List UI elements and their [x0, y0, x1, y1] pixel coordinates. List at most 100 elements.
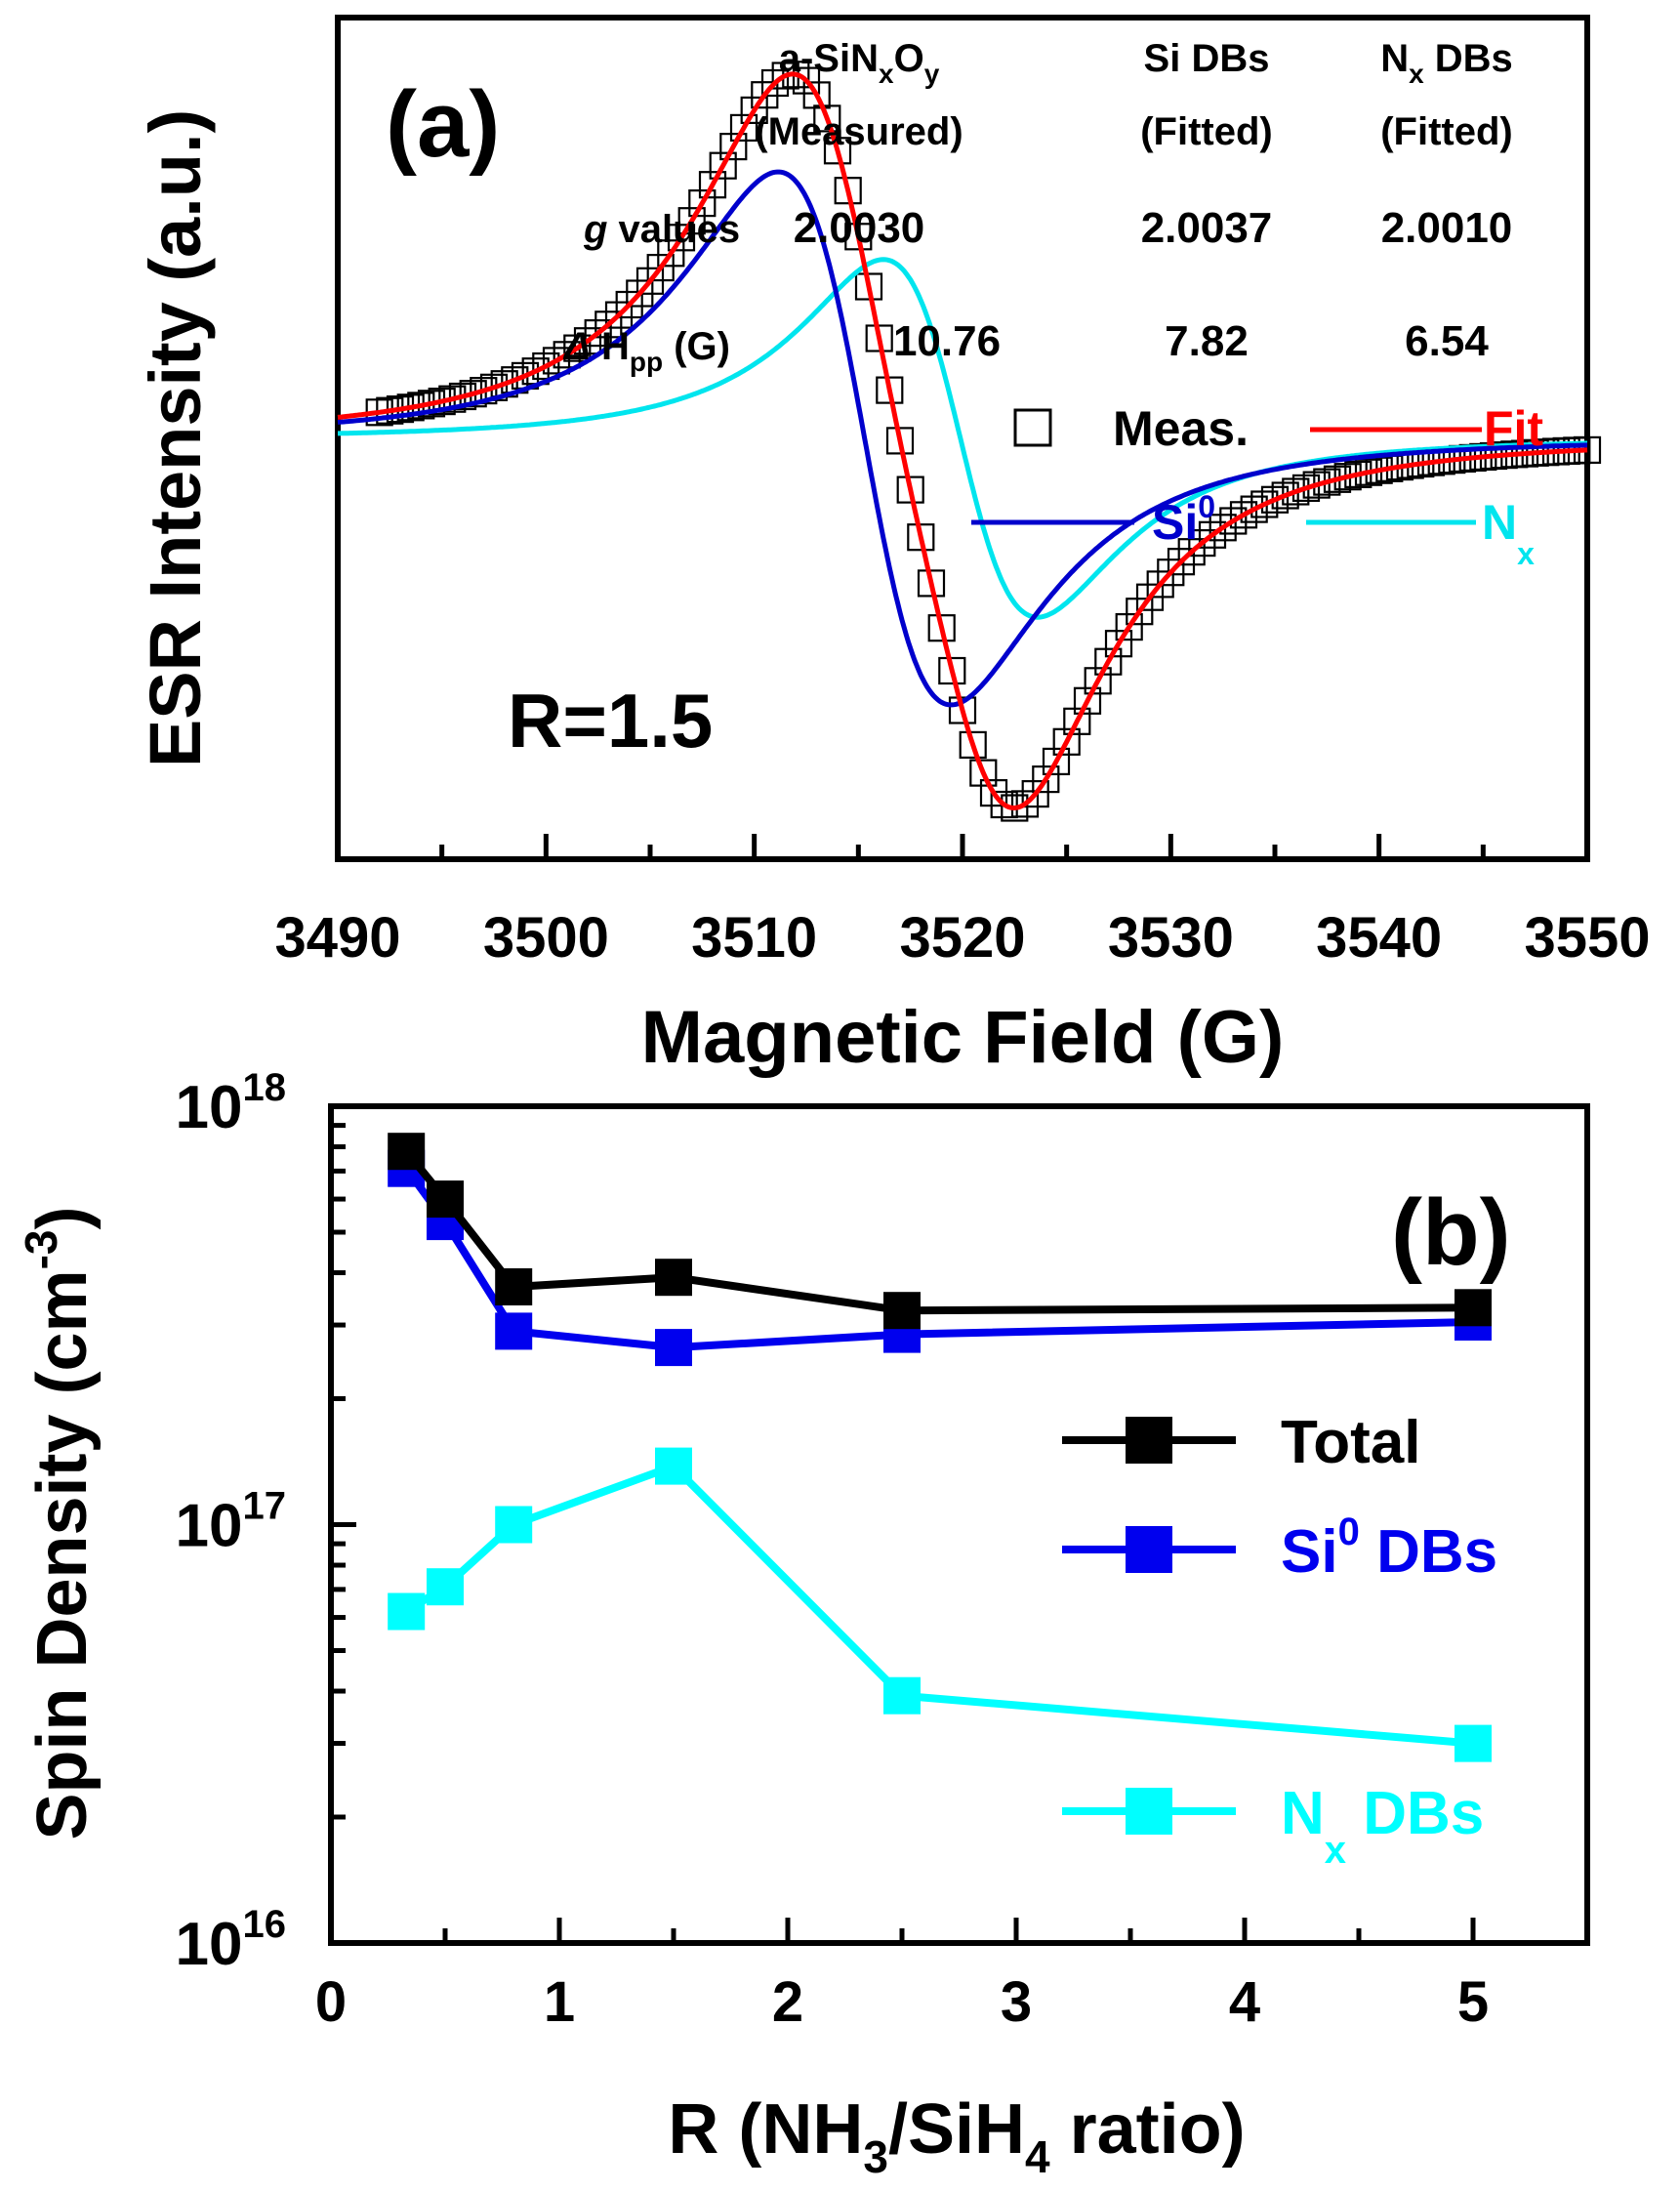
series-total-line — [403, 1148, 1474, 1315]
meas-point — [615, 290, 643, 319]
series-total-point — [427, 1180, 464, 1219]
meas-point — [1115, 612, 1143, 641]
meas-point — [834, 177, 862, 205]
meas-point — [646, 254, 675, 282]
panel-b-legend: Total Si0 DBs Nx DBs — [1062, 1409, 1497, 1872]
dhpp-measured: 10.76 — [893, 317, 1001, 365]
meas-point — [802, 81, 831, 109]
meas-point — [428, 388, 456, 416]
meas-point — [813, 104, 841, 133]
meas-point — [1344, 460, 1373, 488]
series-total-point — [388, 1133, 426, 1171]
x-tick-label: 3490 — [274, 906, 400, 970]
meas-point — [969, 759, 998, 787]
meas-point — [1333, 463, 1362, 491]
series-nx-line — [338, 257, 1587, 620]
x-tick-label: 1 — [544, 1970, 575, 2034]
meas-point — [907, 523, 935, 552]
x-tick-label: 3540 — [1316, 906, 1442, 970]
dhpp-nx: 6.54 — [1405, 317, 1489, 365]
g-value-measured: 2.0030 — [794, 204, 925, 252]
meas-point — [1229, 501, 1258, 529]
annotation-r15: R=1.5 — [508, 678, 713, 764]
legend-si0dbs-marker — [1126, 1526, 1172, 1573]
series-nx-dbs-point — [427, 1568, 464, 1606]
x-tick-label: 3 — [1001, 1970, 1032, 2034]
meas-point — [448, 382, 477, 411]
x-tick-label: 4 — [1229, 1970, 1260, 2034]
panel-b-ylabel: Spin Density (cm-3) — [16, 1206, 102, 1840]
legend-total-label: Total — [1281, 1409, 1421, 1476]
meas-point — [1104, 630, 1133, 658]
series-si0-dbs-point — [655, 1329, 692, 1367]
panel-a-label: (a) — [386, 72, 500, 177]
meas-point — [1063, 707, 1091, 735]
series-nx-dbs-point — [388, 1592, 426, 1631]
meas-point — [1323, 465, 1352, 493]
meas-point — [438, 385, 467, 413]
x-tick-label: 5 — [1457, 1970, 1489, 2034]
g-value-si: 2.0037 — [1141, 204, 1273, 252]
panel-b-series — [388, 1133, 1492, 1762]
meas-point — [1021, 779, 1049, 808]
meas-point — [792, 66, 821, 95]
meas-point — [1094, 647, 1123, 676]
meas-point — [1084, 667, 1112, 695]
series-nx-dbs-point — [495, 1506, 533, 1544]
meas-point — [938, 656, 966, 685]
meas-point — [854, 272, 883, 301]
x-tick-label: 2 — [772, 1970, 803, 2034]
meas-point — [1240, 495, 1268, 523]
table-header-measured: a-SiNxOy — [779, 37, 940, 89]
meas-point — [667, 224, 696, 252]
legend-meas-label: Meas. — [1113, 401, 1249, 456]
panel-b: 0 1 2 3 4 5 1016 1017 1018 (b) Total Si0 DBs Nx … — [16, 1066, 1590, 2182]
meas-point — [1271, 481, 1299, 510]
panel-a-ylabel: ESR Intensity (a.u.) — [135, 109, 216, 767]
meas-point — [1052, 727, 1081, 756]
y-tick-label: 1016 — [176, 1903, 286, 1978]
meas-point — [563, 334, 592, 362]
meas-point — [1157, 558, 1185, 587]
meas-point — [1001, 794, 1029, 822]
legend-total-marker — [1126, 1417, 1172, 1464]
x-tick-label: 3510 — [691, 906, 817, 970]
x-tick-label: 3520 — [899, 906, 1025, 970]
series-nx-dbs-line — [404, 1461, 1474, 1748]
panel-a-curves — [337, 61, 1602, 822]
meas-point — [1291, 474, 1321, 502]
meas-point — [1282, 477, 1310, 506]
meas-point — [1198, 520, 1227, 549]
series-si0-dbs-point — [495, 1312, 533, 1350]
table-header-nx: Nx DBs — [1380, 37, 1513, 89]
meas-point — [459, 380, 487, 408]
series-total-point — [1455, 1289, 1492, 1327]
meas-point — [1126, 598, 1154, 626]
table-header-measured-sub: (Measured) — [755, 110, 963, 153]
table-header-si: Si DBs — [1144, 37, 1270, 80]
table-header-nx-sub: (Fitted) — [1380, 110, 1513, 153]
meas-point — [1302, 471, 1331, 499]
x-tick-label: 3500 — [483, 906, 609, 970]
meas-point — [688, 189, 717, 218]
meas-point — [573, 327, 602, 355]
meas-point — [698, 171, 727, 199]
table-header-si-sub: (Fitted) — [1140, 110, 1273, 153]
row-label-g: g values — [583, 208, 740, 251]
meas-point — [1032, 765, 1060, 794]
series-nx-dbs-point — [1455, 1724, 1492, 1762]
meas-point — [1010, 790, 1040, 818]
legend-fit-label: Fit — [1484, 401, 1543, 456]
series-nx-dbs-point — [883, 1676, 921, 1715]
meas-point — [927, 614, 956, 642]
y-tick-label: 1018 — [176, 1066, 286, 1141]
meas-point — [729, 113, 758, 143]
meas-point — [1313, 468, 1341, 496]
meas-point — [1188, 528, 1216, 558]
x-tick-label: 3550 — [1524, 906, 1650, 970]
series-fit-line — [337, 71, 1588, 811]
meas-point — [876, 376, 904, 404]
legend-si0dbs-label: Si0 DBs — [1281, 1510, 1497, 1586]
series-total-point — [655, 1259, 692, 1297]
